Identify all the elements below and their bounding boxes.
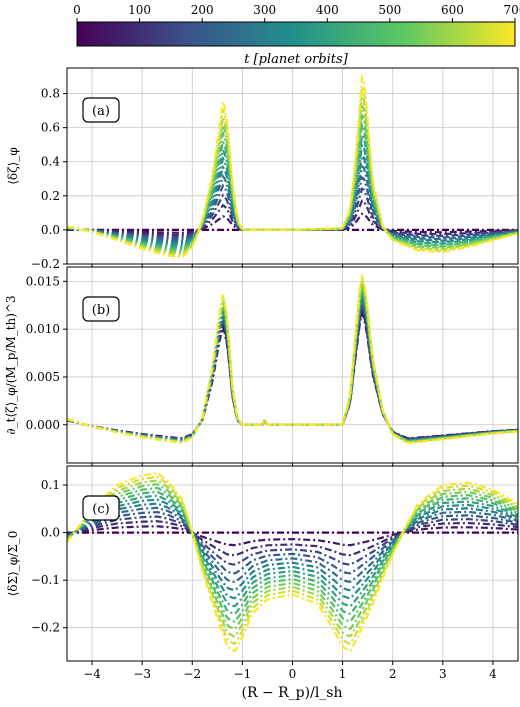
y-tick-label: 0.2 (41, 189, 60, 203)
series-line (67, 187, 518, 239)
colorbar-tick-label: 400 (316, 3, 339, 17)
colorbar-tick-label: 700 (504, 3, 520, 17)
x-tick-label: 2 (389, 667, 397, 681)
panel-label-box (82, 97, 120, 123)
y-tick-label: 0.0 (41, 526, 60, 540)
series-line (67, 73, 518, 259)
y-tick-label: 0.6 (41, 121, 60, 135)
series-line (67, 502, 518, 592)
panel-label: (a) (82, 97, 120, 123)
colorbar-tick-label: 600 (441, 3, 464, 17)
y-tick-label: −0.1 (31, 573, 60, 587)
series-line (67, 212, 518, 234)
colorbar-tick-label: 300 (253, 3, 276, 17)
series-line (67, 490, 518, 616)
colorbar-tick-label: 100 (128, 3, 151, 17)
series-line (67, 486, 518, 623)
series-group (67, 272, 518, 444)
series-line (67, 525, 518, 547)
panel-c: −4 −3 −2 −1 0 1 2 3 4 0.1 0.0 −0.1 −0.2 ⟨δΣ⟩_φ/Σ_0 (c) (6, 465, 519, 681)
y-axis-label: ⟨δζ⟩_φ (6, 147, 20, 185)
x-axis-label: (R − R_p)/l_sh (242, 685, 343, 701)
y-tick-label: 0.015 (26, 274, 60, 288)
panel-a: 0.8 0.6 0.4 0.2 0.0 −0.2 ⟨δζ⟩_φ (a) (6, 67, 519, 271)
panel-b: 0.015 0.010 0.005 0.000 ∂_t⟨ζ⟩_φ/(M_p/M_th)^… (4, 266, 519, 467)
colorbar-label: t [planet orbits] (244, 52, 348, 67)
series-line (67, 494, 518, 608)
x-tick-label: 4 (489, 667, 497, 681)
panel-label: (b) (82, 296, 120, 322)
y-tick-label: −0.2 (31, 621, 60, 635)
y-tick-label: 0.000 (26, 418, 60, 432)
y-ticks: 0.1 0.0 −0.1 −0.2 (31, 478, 67, 635)
series-line (67, 520, 518, 557)
colorbar-tick-label: 0 (73, 3, 81, 17)
series-line (67, 506, 518, 584)
y-axis-label: ⟨δΣ⟩_φ/Σ_0 (6, 531, 20, 597)
colorbar-gradient (76, 21, 516, 47)
y-tick-label: 0.010 (26, 322, 60, 336)
y-ticks: 0.8 0.6 0.4 0.2 0.0 −0.2 (31, 87, 67, 271)
series-line (67, 272, 518, 444)
series-line (67, 515, 518, 566)
x-tick-label: 1 (339, 667, 347, 681)
colorbar-tick-label: 500 (378, 3, 401, 17)
y-tick-label: −0.2 (31, 257, 60, 271)
series-line (67, 475, 518, 646)
y-tick-label: 0.0 (41, 223, 60, 237)
y-axis-label: ∂_t⟨ζ⟩_φ/(M_p/M_th)^3 (4, 295, 18, 434)
panel-label-text: (c) (92, 502, 109, 517)
panel-label-text: (b) (92, 303, 110, 318)
x-ticks: −4 −3 −2 −1 0 1 2 3 4 (83, 661, 497, 681)
x-tick-label: 3 (439, 667, 447, 681)
y-ticks: 0.015 0.010 0.005 0.000 (26, 274, 67, 432)
grid (67, 267, 518, 463)
series-group (67, 471, 518, 653)
x-tick-label: −4 (83, 667, 101, 681)
x-tick-label: −2 (183, 667, 201, 681)
series-group (67, 73, 518, 259)
panel-label: (c) (82, 495, 120, 521)
x-tick-label: 0 (289, 667, 297, 681)
x-tick-label: −3 (133, 667, 151, 681)
colorbar: 0 100 200 300 400 500 600 700 t [planet orbits] (73, 3, 520, 67)
y-tick-label: 0.4 (41, 155, 60, 169)
panel-label-box (82, 296, 120, 322)
colorbar-tick-label: 200 (191, 3, 214, 17)
y-tick-label: 0.1 (41, 478, 60, 492)
y-tick-label: 0.8 (41, 87, 60, 101)
x-tick-label: −1 (234, 667, 252, 681)
series-line (67, 132, 518, 248)
colorbar-ticks: 0 100 200 300 400 500 600 700 (73, 3, 520, 22)
series-line (67, 83, 518, 257)
series-line (67, 498, 518, 600)
series-line (67, 483, 518, 631)
panel-label-text: (a) (92, 104, 110, 119)
panel-label-box (82, 495, 120, 521)
series-line (67, 510, 518, 575)
y-tick-label: 0.005 (26, 370, 60, 384)
